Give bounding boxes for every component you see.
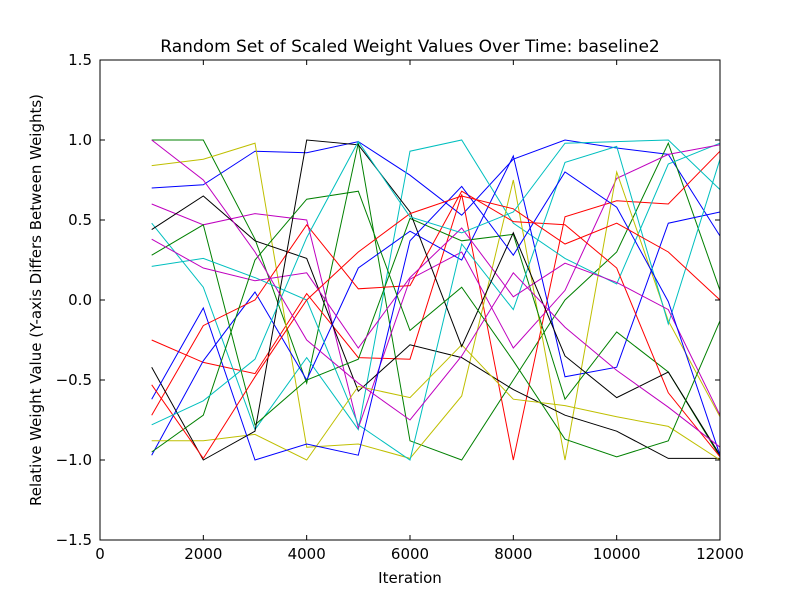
series-line-9 xyxy=(151,217,721,458)
y-tick-label: −1.0 xyxy=(56,451,92,469)
series-line-19 xyxy=(151,139,721,448)
series-line-8 xyxy=(151,154,721,456)
x-axis-label: Iteration xyxy=(378,569,442,587)
x-tick-label: 2000 xyxy=(184,545,222,563)
series-line-15 xyxy=(151,171,721,461)
series-line-11 xyxy=(151,145,721,461)
y-tick-label: −1.5 xyxy=(56,531,92,549)
series-line-1 xyxy=(151,139,721,237)
series-line-17 xyxy=(151,195,721,460)
series-line-16 xyxy=(151,190,721,458)
series-line-12 xyxy=(151,227,721,416)
y-tick-label: 0.0 xyxy=(68,291,92,309)
x-tick-label: 10000 xyxy=(593,545,641,563)
x-tick-label: 8000 xyxy=(494,545,532,563)
x-tick-label: 12000 xyxy=(696,545,744,563)
series-line-2 xyxy=(151,139,721,461)
y-tick-label: 0.5 xyxy=(68,211,92,229)
series-line-3 xyxy=(151,150,721,461)
x-tick-label: 6000 xyxy=(391,545,429,563)
series-line-10 xyxy=(151,190,721,458)
y-tick-label: 1.5 xyxy=(68,51,92,69)
series-line-6 xyxy=(151,142,721,461)
series-line-18 xyxy=(151,139,721,426)
y-tick-label: −0.5 xyxy=(56,371,92,389)
x-tick-label: 0 xyxy=(95,545,105,563)
chart-title: Random Set of Scaled Weight Values Over … xyxy=(160,37,659,57)
series-line-4 xyxy=(151,139,721,431)
axis-ticks: 0 2000 4000 6000 8000 10000 12000 −1.5 −1.0 −0.5 0… xyxy=(56,51,744,563)
y-tick-label: 1.0 xyxy=(68,131,92,149)
x-tick-label: 4000 xyxy=(288,545,326,563)
y-axis-label: Relative Weight Value (Y-axis Differs Be… xyxy=(27,94,45,506)
series-layer xyxy=(151,139,721,461)
